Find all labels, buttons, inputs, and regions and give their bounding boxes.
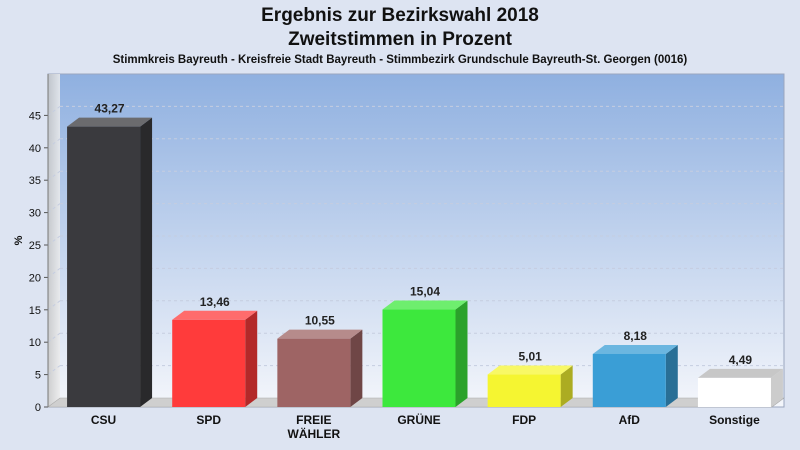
bar-value-label: 43,27 (95, 102, 125, 116)
bar-top (67, 117, 153, 127)
bar-top (697, 368, 783, 378)
x-category-label: FDP (512, 413, 536, 427)
bar-front (697, 377, 771, 407)
y-tick-label: 45 (29, 110, 41, 122)
bar-value-label: 10,55 (305, 314, 335, 328)
y-tick-label: 25 (29, 240, 41, 252)
x-category-label: WÄHLER (288, 426, 341, 441)
bar-value-label: 15,04 (410, 285, 440, 299)
chart-title: Ergebnis zur Bezirkswahl 2018 (261, 5, 539, 26)
y-tick-label: 15 (29, 305, 41, 317)
x-category-label: GRÜNE (397, 412, 440, 427)
gridline-wall (47, 170, 61, 181)
y-tick-label: 40 (29, 143, 41, 155)
bar-side (560, 365, 573, 407)
x-category-label: FREIE (296, 413, 331, 427)
bar-side (350, 329, 363, 407)
bar-value-label: 8,18 (624, 329, 648, 343)
bar-spd (172, 310, 258, 407)
bar-side (665, 344, 678, 407)
gridline-wall (47, 203, 61, 214)
bar-front (592, 353, 666, 407)
y-tick-label: 20 (29, 272, 41, 284)
bar-sonstige (697, 368, 783, 407)
gridline-wall (47, 332, 61, 343)
bar-value-label: 5,01 (518, 350, 542, 364)
bar-front (487, 374, 561, 407)
gridline-wall (47, 235, 61, 246)
bar-fdp (487, 365, 573, 407)
bar-front (172, 319, 246, 407)
chart-district-caption: Stimmkreis Bayreuth - Kreisfreie Stadt B… (112, 54, 688, 66)
bar-afd (592, 344, 678, 407)
gridline-wall (47, 300, 61, 311)
bar-csu (67, 117, 153, 407)
gridline-wall (47, 138, 61, 149)
bar-side (770, 368, 783, 407)
y-tick-label: 5 (35, 370, 41, 382)
bar-front (277, 338, 351, 407)
chart-subtitle: Zweitstimmen in Prozent (288, 29, 512, 50)
gridline-wall (47, 106, 61, 116)
bar-value-label: 4,49 (729, 353, 753, 367)
bar-top (172, 310, 258, 320)
bar-side (245, 310, 258, 407)
gridline-wall (47, 267, 61, 278)
bar-side (140, 117, 153, 407)
y-tick-label: 30 (29, 208, 41, 220)
bar-value-label: 13,46 (200, 295, 230, 309)
x-category-label: Sonstige (709, 413, 760, 427)
x-category-label: SPD (196, 413, 221, 427)
x-category-label: CSU (91, 413, 116, 427)
bar-grüne (382, 300, 468, 407)
bar-top (277, 329, 363, 339)
y-tick-label: 0 (35, 402, 41, 414)
bar-front (67, 126, 141, 407)
y-axis-label: % (13, 235, 25, 245)
bar-top (382, 300, 468, 310)
x-category-label: AfD (619, 413, 641, 427)
y-tick-label: 10 (29, 337, 41, 349)
gridline-wall (47, 365, 61, 376)
bar-top (487, 365, 573, 375)
bar-front (382, 309, 456, 407)
bar-freie-wähler (277, 329, 363, 407)
bar-top (592, 344, 678, 354)
bar-side (455, 300, 468, 407)
y-tick-label: 35 (29, 175, 41, 187)
